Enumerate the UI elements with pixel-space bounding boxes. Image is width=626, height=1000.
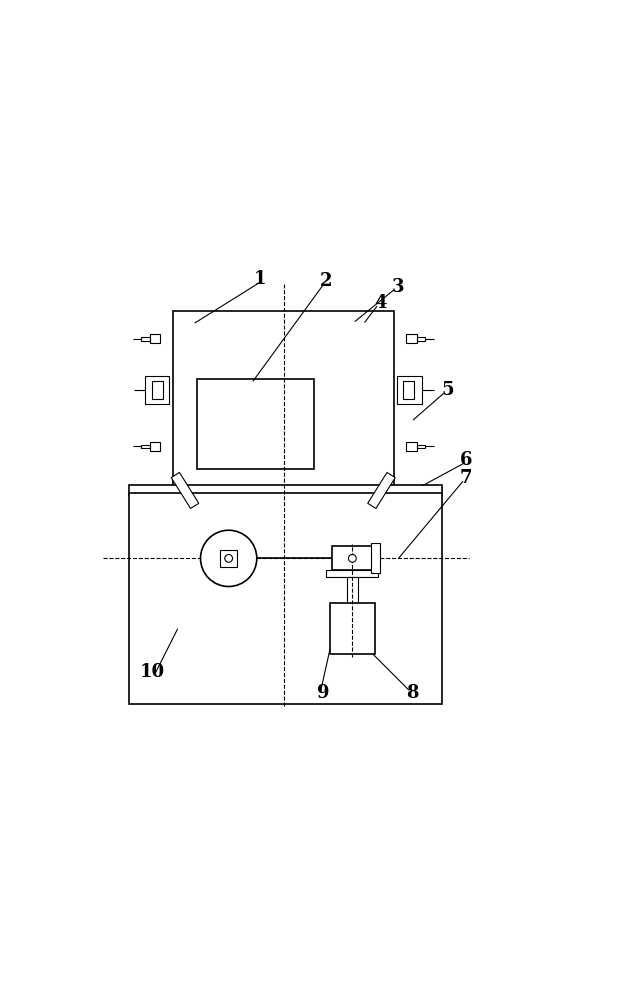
- Text: 3: 3: [391, 278, 404, 296]
- Polygon shape: [367, 472, 395, 508]
- Text: 1: 1: [254, 270, 267, 288]
- Bar: [141, 445, 150, 448]
- Bar: [330, 603, 375, 654]
- Text: 7: 7: [460, 469, 473, 487]
- Bar: [332, 546, 372, 570]
- Circle shape: [225, 554, 232, 562]
- Bar: [129, 493, 442, 704]
- Circle shape: [349, 554, 356, 562]
- Bar: [417, 337, 425, 341]
- Bar: [150, 334, 160, 343]
- Text: 8: 8: [406, 684, 418, 702]
- Bar: [406, 442, 417, 451]
- Polygon shape: [172, 472, 198, 508]
- Text: 2: 2: [319, 272, 332, 290]
- Bar: [326, 570, 378, 577]
- Bar: [141, 337, 150, 341]
- Text: 5: 5: [441, 381, 454, 399]
- Bar: [403, 381, 414, 399]
- Bar: [173, 311, 394, 490]
- Bar: [406, 334, 417, 343]
- Bar: [220, 550, 237, 567]
- Bar: [153, 381, 163, 399]
- Bar: [145, 376, 169, 404]
- Circle shape: [200, 530, 257, 587]
- Bar: [197, 379, 314, 469]
- Bar: [129, 485, 442, 495]
- Text: 6: 6: [460, 451, 473, 469]
- Text: 10: 10: [140, 663, 165, 681]
- Text: 4: 4: [374, 294, 386, 312]
- Bar: [398, 376, 422, 404]
- Bar: [347, 577, 357, 603]
- Bar: [371, 543, 380, 573]
- Bar: [150, 442, 160, 451]
- Text: 9: 9: [317, 684, 329, 702]
- Bar: [417, 445, 425, 448]
